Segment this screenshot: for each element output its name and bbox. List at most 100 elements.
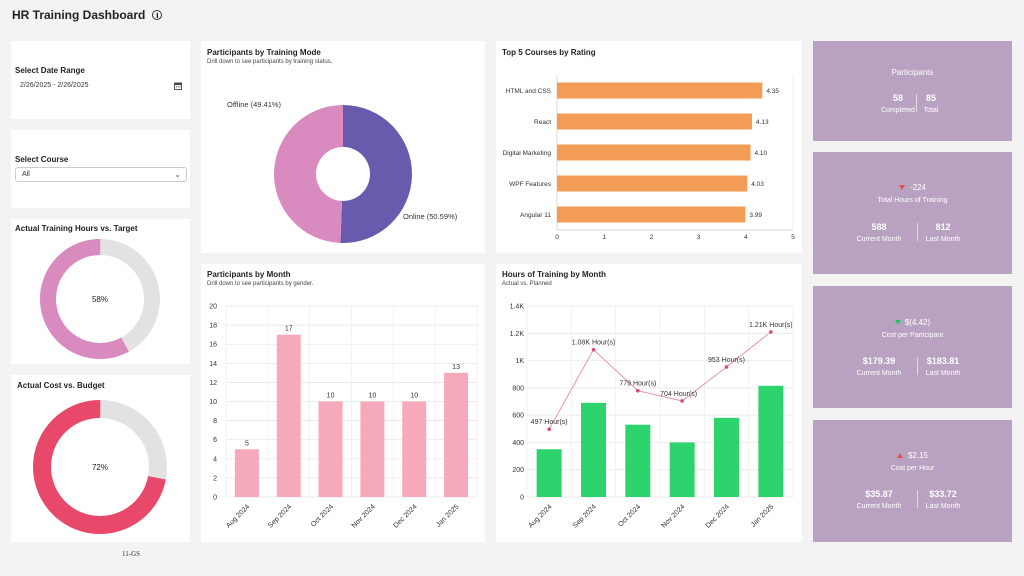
hours-month-card: Hours of Training by Month Actual vs. Pl… <box>496 264 802 542</box>
y-tick-label: 2 <box>213 475 217 482</box>
kpi-completed-label: Completed <box>881 107 915 114</box>
date-range-value: 2/26/2025 - 2/26/2025 <box>20 82 89 89</box>
data-label: 4.35 <box>766 88 779 95</box>
data-label: 779 Hour(s) <box>619 381 656 388</box>
kpi-total-label: Total <box>923 107 939 114</box>
x-tick-label: Nov 2024 <box>660 503 686 529</box>
x-tick-label: Sep 2024 <box>572 503 598 529</box>
y-tick-label: 8 <box>213 418 217 425</box>
hours-month-subtitle: Actual vs. Planned <box>502 281 552 287</box>
bar <box>318 401 343 497</box>
donut-label: Online (50.59%) <box>403 212 458 221</box>
kpi-total-value: 85 <box>925 93 936 103</box>
course-select[interactable]: All ⌄ <box>15 167 187 182</box>
bar <box>557 82 763 99</box>
bar <box>625 424 651 497</box>
y-tick-label: 0 <box>213 495 217 502</box>
x-tick-label: Aug 2024 <box>527 503 553 529</box>
kpi-cost-participant-current-label: Current Month <box>856 370 902 377</box>
data-label: 4.13 <box>756 119 769 126</box>
date-range-input[interactable]: 2/26/2025 - 2/26/2025 <box>20 82 190 94</box>
y-tick-label: 200 <box>512 467 524 474</box>
y-tick-label: 16 <box>209 342 217 349</box>
kpi-cost-hour-current: $35.87 Current Month <box>844 489 914 510</box>
participants-month-title: Participants by Month <box>207 270 291 279</box>
kpi-hours-delta-value: -224 <box>909 183 926 192</box>
date-range-card: Select Date Range 2/26/2025 - 2/26/2025 <box>11 41 190 119</box>
cost-gauge-title: Actual Cost vs. Budget <box>17 381 105 390</box>
y-tick-label: Digital Marketing <box>503 150 552 157</box>
x-tick-label: 2 <box>650 234 654 241</box>
line-point <box>769 330 773 334</box>
participants-month-card: Participants by Month Drill down to see … <box>201 264 485 542</box>
kpi-cost-participant-delta: $(4.42) <box>813 318 1012 327</box>
y-tick-label: 14 <box>209 361 217 368</box>
kpi-hours-current: 588 Current Month <box>844 222 914 243</box>
kpi-cost-hour-last: $33.72 Last Month <box>908 489 978 510</box>
gauge-fill <box>33 400 167 534</box>
kpi-participants[interactable]: Participants 58 Completed 85 Total <box>813 41 1012 141</box>
series-line <box>548 331 772 430</box>
course-label: Select Course <box>15 155 69 164</box>
footer-code: 11-GS <box>122 550 141 558</box>
kpi-cost-hour-title: Cost per Hour <box>890 465 935 472</box>
training-mode-title: Participants by Training Mode <box>207 48 321 57</box>
donut-label: Offline (49.41%) <box>227 100 282 109</box>
kpi-hours-last-label: Last Month <box>925 236 961 243</box>
y-tick-label: 10 <box>209 399 217 406</box>
cost-gauge: 72% <box>33 400 167 534</box>
gauge-fill <box>40 239 160 359</box>
kpi-completed: 58 Completed <box>863 93 933 114</box>
kpi-cost-participant-delta-value: $(4.42) <box>904 318 931 327</box>
donut-slice <box>274 105 343 243</box>
x-tick-label: 1 <box>602 234 606 241</box>
top-courses-chart[interactable]: 0 1 2 3 4 5 HTML and CSS 4.35 React 4.13 Digital M… <box>496 41 802 253</box>
line-point <box>547 427 551 431</box>
bar <box>557 206 746 223</box>
bar <box>669 442 695 497</box>
participants-month-chart[interactable]: 0 2 4 6 8 10 12 14 16 18 20 5 Aug 2024 17 Sep 2024 10 Oc… <box>201 264 485 542</box>
kpi-cost-hour-last-value: $33.72 <box>929 489 957 499</box>
y-tick-label: React <box>534 119 551 126</box>
x-tick-label: Aug 2024 <box>225 503 251 529</box>
kpi-cost-participant[interactable]: $(4.42) Cost per Participant $179.39 Cur… <box>813 286 1012 408</box>
y-tick-label: 12 <box>209 380 217 387</box>
participants-month-subtitle: Drill down to see participants by gender… <box>207 281 314 287</box>
line-point <box>680 399 684 403</box>
bar <box>581 402 606 497</box>
data-label: 4.10 <box>755 150 768 157</box>
x-tick-label: Jan 2025 <box>750 503 775 528</box>
data-label: 1.08K Hour(s) <box>572 340 616 347</box>
kpi-divider <box>917 490 918 508</box>
kpi-cost-hour[interactable]: $2.15 Cost per Hour $35.87 Current Month… <box>813 420 1012 542</box>
cost-gauge-card: Actual Cost vs. Budget 72% <box>11 375 190 542</box>
y-tick-label: 400 <box>512 440 524 447</box>
kpi-hours-last: 812 Last Month <box>908 222 978 243</box>
kpi-cost-participant-current-value: $179.39 <box>862 356 896 366</box>
kpi-completed-value: 58 <box>892 93 903 103</box>
y-tick-label: 1.2K <box>510 331 525 338</box>
y-tick-label: Angular 11 <box>520 212 551 219</box>
kpi-hours-delta: -224 <box>813 183 1012 192</box>
kpi-total: 85 Total <box>896 93 966 114</box>
x-tick-label: Nov 2024 <box>351 503 377 529</box>
top-courses-card: Top 5 Courses by Rating 0 1 2 3 4 5 HTML and C… <box>496 41 802 253</box>
course-card: Select Course All ⌄ <box>11 130 190 208</box>
kpi-hours-title: Total Hours of Training <box>877 197 948 204</box>
arrow-down-icon <box>894 320 901 326</box>
bar <box>360 401 385 497</box>
gauge-value-text: 58% <box>92 295 108 304</box>
training-mode-donut[interactable]: Online (50.59%) Offline (49.41%) <box>201 41 485 253</box>
kpi-cost-participant-current: $179.39 Current Month <box>844 356 914 377</box>
data-label: 10 <box>327 393 335 400</box>
hours-month-title: Hours of Training by Month <box>502 270 606 279</box>
calendar-icon[interactable] <box>174 82 182 90</box>
training-mode-card: Participants by Training Mode Drill down… <box>201 41 485 253</box>
kpi-hours[interactable]: -224 Total Hours of Training 588 Current… <box>813 152 1012 274</box>
bar <box>444 372 469 497</box>
hours-month-chart[interactable]: 0 200 400 600 800 1K 1.2K 1.4K Aug 2024 Sep 2024 O… <box>496 264 802 542</box>
info-icon[interactable]: i <box>152 10 163 20</box>
data-label: 10 <box>410 393 418 400</box>
x-tick-label: 4 <box>744 234 748 241</box>
bar <box>758 385 784 497</box>
